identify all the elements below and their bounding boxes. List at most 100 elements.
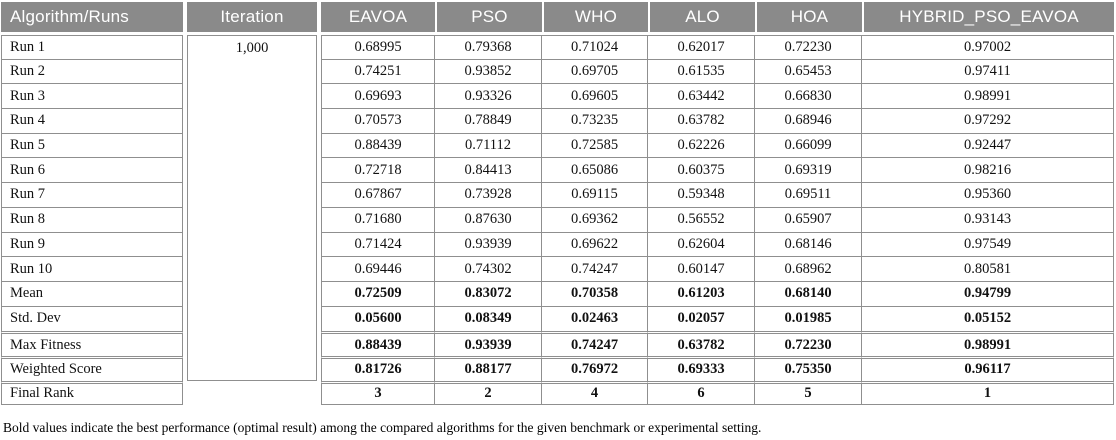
column-header-pso: PSO [435, 2, 542, 32]
value-cell-alo: 0.63442 [648, 84, 755, 110]
row-label-cell: Mean [1, 281, 183, 307]
value-cell-hoa: 0.68962 [755, 257, 862, 282]
value-cell-alo: 0.63782 [648, 109, 755, 134]
value-cell-eavoa: 0.74251 [321, 59, 435, 85]
value-cell-hybrid-pso-eavoa: 0.93143 [862, 207, 1114, 233]
value-cell-eavoa: 0.69446 [321, 257, 435, 282]
value-cell-alo: 0.69333 [648, 355, 755, 381]
value-cell-who: 0.69605 [542, 84, 648, 110]
value-cell-hybrid-pso-eavoa: 0.97549 [862, 232, 1114, 258]
value-cell-who: 0.70358 [542, 281, 648, 307]
value-cell-pso: 2 [435, 380, 542, 406]
column-header-eavoa: EAVOA [321, 2, 435, 32]
row-label-cell: Final Rank [1, 380, 183, 406]
value-cell-hybrid-pso-eavoa: 0.80581 [862, 257, 1114, 282]
value-cell-pso: 0.93852 [435, 59, 542, 85]
value-cell-alo: 0.60375 [648, 158, 755, 184]
value-cell-hybrid-pso-eavoa: 0.95360 [862, 183, 1114, 208]
value-cell-hoa: 0.65907 [755, 207, 862, 233]
row-label-cell: Std. Dev [1, 306, 183, 332]
value-cell-who: 0.76972 [542, 355, 648, 381]
value-cell-eavoa: 0.68995 [321, 35, 435, 60]
value-cell-pso: 0.78849 [435, 109, 542, 134]
value-cell-who: 0.69705 [542, 59, 648, 85]
value-cell-who: 0.71024 [542, 35, 648, 60]
row-label-cell: Run 3 [1, 84, 183, 110]
value-cell-eavoa: 0.81726 [321, 355, 435, 381]
row-label-cell: Run 5 [1, 133, 183, 159]
value-cell-hoa: 0.69511 [755, 183, 862, 208]
value-cell-pso: 0.79368 [435, 35, 542, 60]
row-label-cell: Run 4 [1, 109, 183, 134]
value-cell-eavoa: 0.70573 [321, 109, 435, 134]
value-cell-alo: 0.61535 [648, 59, 755, 85]
value-cell-hybrid-pso-eavoa: 0.05152 [862, 306, 1114, 332]
value-cell-pso: 0.73928 [435, 183, 542, 208]
value-cell-pso: 0.08349 [435, 306, 542, 332]
value-cell-alo: 0.02057 [648, 306, 755, 332]
value-cell-alo: 0.59348 [648, 183, 755, 208]
value-cell-who: 0.65086 [542, 158, 648, 184]
value-cell-hoa: 0.69319 [755, 158, 862, 184]
value-cell-eavoa: 3 [321, 380, 435, 406]
value-cell-eavoa: 0.71424 [321, 232, 435, 258]
row-label-cell: Run 6 [1, 158, 183, 184]
value-cell-who: 0.74247 [542, 331, 648, 356]
value-cell-hybrid-pso-eavoa: 0.98991 [862, 331, 1114, 356]
value-cell-hoa: 0.68946 [755, 109, 862, 134]
value-cell-pso: 0.84413 [435, 158, 542, 184]
value-cell-eavoa: 0.05600 [321, 306, 435, 332]
value-cell-hybrid-pso-eavoa: 0.97292 [862, 109, 1114, 134]
row-label-cell: Max Fitness [1, 331, 183, 356]
value-cell-pso: 0.93326 [435, 84, 542, 110]
value-cell-hoa: 0.68146 [755, 232, 862, 258]
value-cell-hybrid-pso-eavoa: 0.97002 [862, 35, 1114, 60]
value-cell-who: 0.72585 [542, 133, 648, 159]
value-cell-pso: 0.88177 [435, 355, 542, 381]
value-cell-alo: 0.63782 [648, 331, 755, 356]
value-cell-eavoa: 0.88439 [321, 133, 435, 159]
value-cell-hoa: 0.72230 [755, 35, 862, 60]
value-cell-hoa: 0.65453 [755, 59, 862, 85]
column-header-iteration: Iteration [187, 2, 317, 32]
value-cell-hoa: 0.66830 [755, 84, 862, 110]
value-cell-who: 0.69362 [542, 207, 648, 233]
value-cell-who: 0.02463 [542, 306, 648, 332]
table-footnote: Bold values indicate the best performanc… [3, 420, 762, 436]
row-label-cell: Weighted Score [1, 355, 183, 381]
value-cell-eavoa: 0.67867 [321, 183, 435, 208]
row-label-cell: Run 1 [1, 35, 183, 60]
row-label-cell: Run 10 [1, 257, 183, 282]
value-cell-who: 0.69622 [542, 232, 648, 258]
value-cell-pso: 0.83072 [435, 281, 542, 307]
value-cell-alo: 0.62017 [648, 35, 755, 60]
column-header-algorithm-runs: Algorithm/Runs [1, 2, 183, 32]
value-cell-who: 4 [542, 380, 648, 406]
value-cell-hybrid-pso-eavoa: 1 [862, 380, 1114, 406]
row-label-cell: Run 8 [1, 207, 183, 233]
value-cell-eavoa: 0.69693 [321, 84, 435, 110]
value-cell-alo: 0.61203 [648, 281, 755, 307]
iteration-value-cell: 1,000 [187, 35, 317, 381]
row-label-cell: Run 7 [1, 183, 183, 208]
value-cell-pso: 0.71112 [435, 133, 542, 159]
value-cell-eavoa: 0.72509 [321, 281, 435, 307]
value-cell-eavoa: 0.88439 [321, 331, 435, 356]
value-cell-hybrid-pso-eavoa: 0.98991 [862, 84, 1114, 110]
value-cell-hybrid-pso-eavoa: 0.97411 [862, 59, 1114, 85]
value-cell-hybrid-pso-eavoa: 0.96117 [862, 355, 1114, 381]
value-cell-alo: 6 [648, 380, 755, 406]
value-cell-hoa: 0.72230 [755, 331, 862, 356]
column-header-who: WHO [542, 2, 648, 32]
value-cell-hoa: 0.01985 [755, 306, 862, 332]
column-header-hybrid-pso-eavoa: HYBRID_PSO_EAVOA [862, 2, 1114, 32]
value-cell-who: 0.69115 [542, 183, 648, 208]
value-cell-pso: 0.74302 [435, 257, 542, 282]
value-cell-hybrid-pso-eavoa: 0.94799 [862, 281, 1114, 307]
results-table: Algorithm/Runs Iteration EAVOA PSO WHO ALO HOA… [1, 2, 1114, 406]
value-cell-alo: 0.56552 [648, 207, 755, 233]
value-cell-pso: 0.93939 [435, 232, 542, 258]
value-cell-pso: 0.87630 [435, 207, 542, 233]
value-cell-pso: 0.93939 [435, 331, 542, 356]
